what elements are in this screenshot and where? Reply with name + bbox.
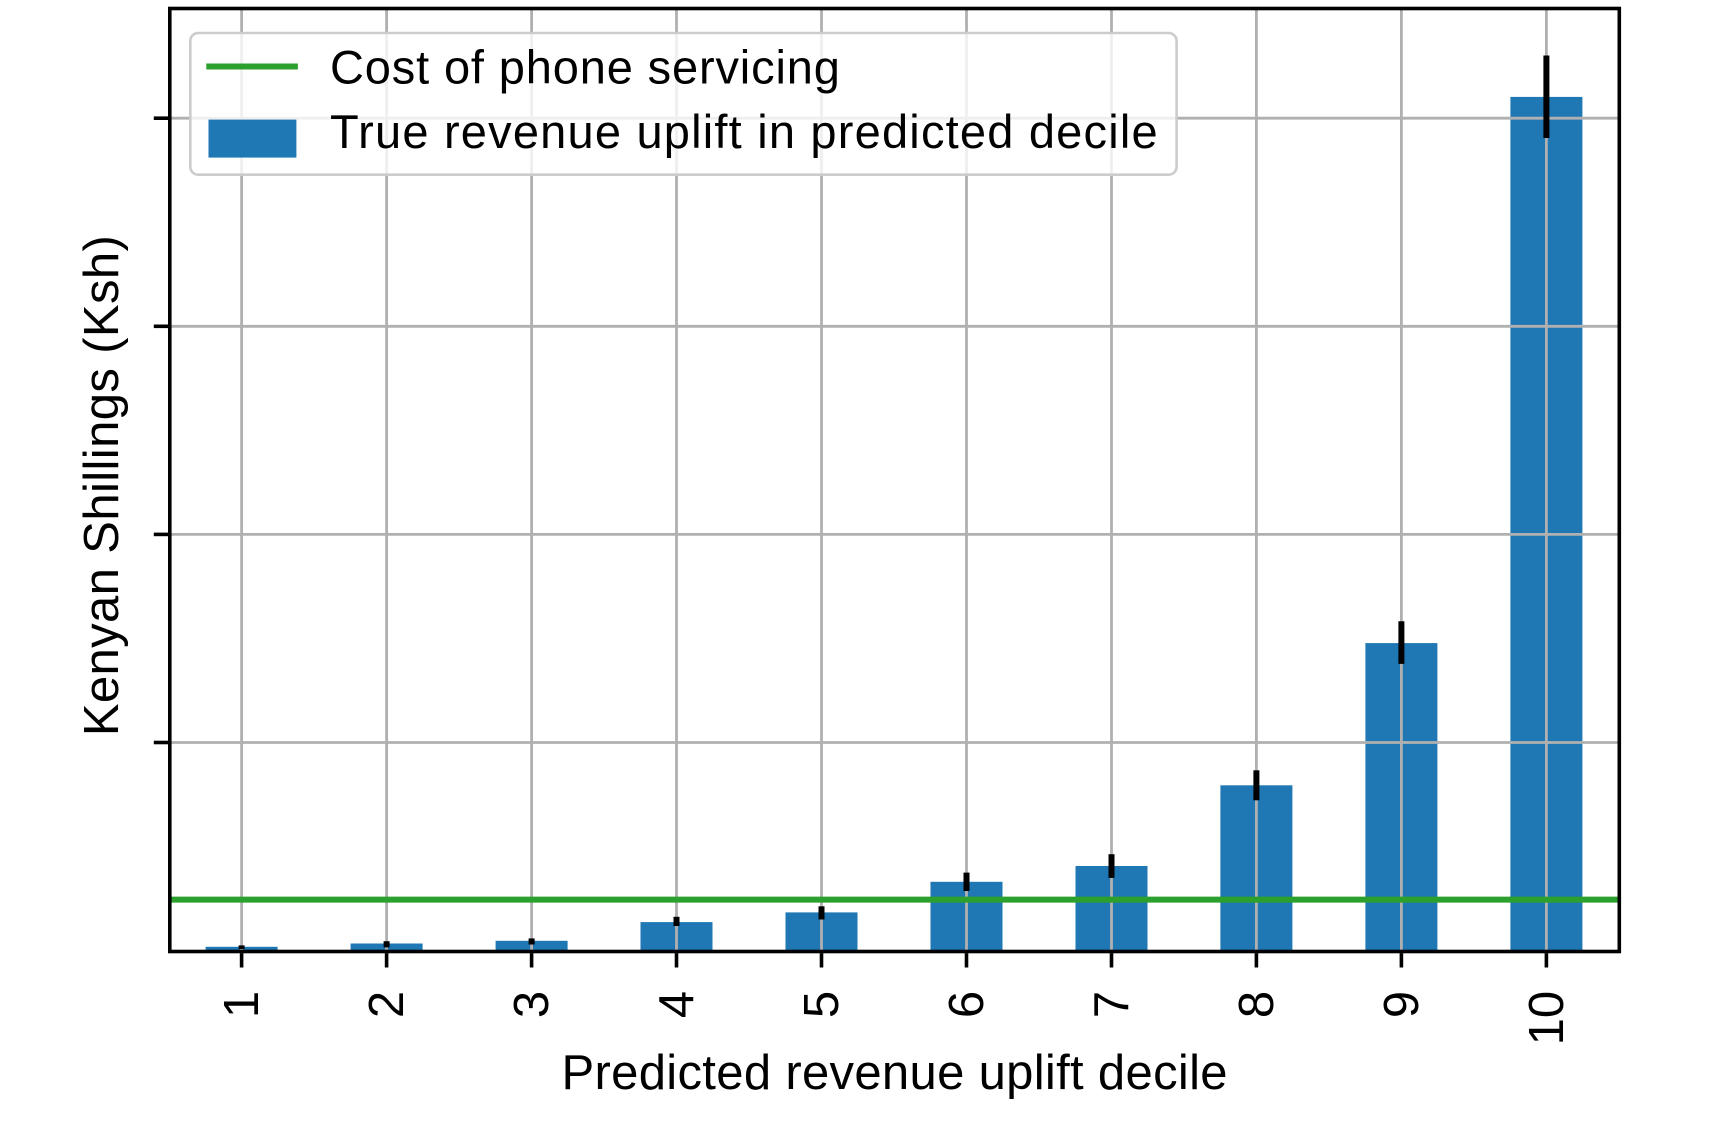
svg-text:9: 9 xyxy=(1375,991,1429,1018)
svg-text:Cost of phone servicing: Cost of phone servicing xyxy=(330,41,841,94)
svg-text:Kenyan Shillings (Ksh): Kenyan Shillings (Ksh) xyxy=(75,235,129,736)
svg-text:8: 8 xyxy=(1230,991,1284,1018)
svg-text:1: 1 xyxy=(215,991,269,1018)
svg-text:Predicted revenue uplift decil: Predicted revenue uplift decile xyxy=(562,1046,1228,1100)
svg-text:4: 4 xyxy=(650,991,704,1018)
svg-text:5: 5 xyxy=(795,991,849,1018)
svg-text:2: 2 xyxy=(360,991,414,1018)
svg-text:3: 3 xyxy=(505,991,559,1018)
svg-text:6: 6 xyxy=(940,991,994,1018)
svg-text:True revenue uplift in predict: True revenue uplift in predicted decile xyxy=(330,105,1159,158)
svg-text:7: 7 xyxy=(1085,991,1139,1018)
svg-text:10: 10 xyxy=(1520,991,1574,1046)
